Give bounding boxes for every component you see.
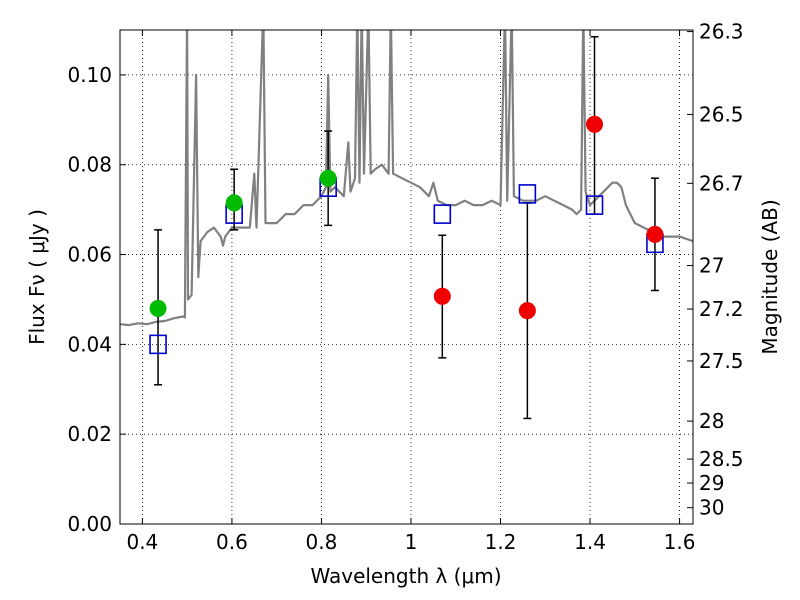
- x-axis-label: Wavelength λ (μm): [310, 564, 501, 588]
- x-tick-label: 0.4: [126, 530, 158, 554]
- x-tick-label: 1.2: [485, 530, 517, 554]
- y-tick-label: 0.08: [67, 153, 112, 177]
- spectrum-line: [120, 30, 693, 327]
- y-tick-label: 0.04: [67, 332, 112, 356]
- x-tick-label: 0.6: [216, 530, 248, 554]
- magnitude-tick-label: 28: [699, 409, 724, 433]
- y-tick-label: 0.02: [67, 422, 112, 446]
- x-tick-label: 0.8: [306, 530, 338, 554]
- magnitude-tick-label: 26.7: [699, 171, 744, 195]
- model-flux-square: [585, 195, 604, 215]
- observed-flux-point: [149, 299, 167, 317]
- observed-flux-point: [518, 302, 536, 320]
- data-area: [120, 30, 693, 327]
- observed-flux-point: [225, 194, 243, 212]
- observed-flux-point: [319, 169, 337, 187]
- observed-flux-point: [646, 225, 664, 243]
- plot-background: [120, 30, 693, 524]
- y-axis-label: Flux Fν ( μJy ): [25, 209, 49, 345]
- magnitude-tick-label: 30: [699, 496, 724, 520]
- observed-flux-point: [586, 115, 604, 133]
- axis-ticks: 0.4 0.6 0.8 1 1.2 1.4 1.6 0.00 0.02 0.04 0.06 0.08 0…: [67, 20, 743, 554]
- markers: [149, 115, 664, 355]
- y-tick-label: 0.10: [67, 63, 112, 87]
- x-tick-label: 1.6: [664, 530, 696, 554]
- model-flux-square: [433, 204, 452, 224]
- magnitude-tick-label: 28.5: [699, 447, 744, 471]
- magnitude-tick-label: 27: [699, 254, 724, 278]
- plot-frame: [119, 29, 694, 525]
- magnitude-tick-label: 29: [699, 471, 724, 495]
- magnitude-tick-label: 26.5: [699, 102, 744, 126]
- observed-flux-point: [433, 287, 451, 305]
- y-tick-label: 0.00: [67, 512, 112, 536]
- model-flux-square: [518, 184, 537, 204]
- magnitude-tick-label: 27.5: [699, 349, 744, 373]
- magnitude-tick-label: 27.2: [699, 297, 744, 321]
- x-tick-label: 1: [405, 530, 418, 554]
- x-tick-label: 1.4: [574, 530, 606, 554]
- model-flux-square: [149, 334, 167, 355]
- y-tick-label: 0.06: [67, 243, 112, 267]
- magnitude-axis-label: Magnitude (AB): [758, 199, 782, 354]
- magnitude-tick-label: 26.3: [699, 20, 744, 44]
